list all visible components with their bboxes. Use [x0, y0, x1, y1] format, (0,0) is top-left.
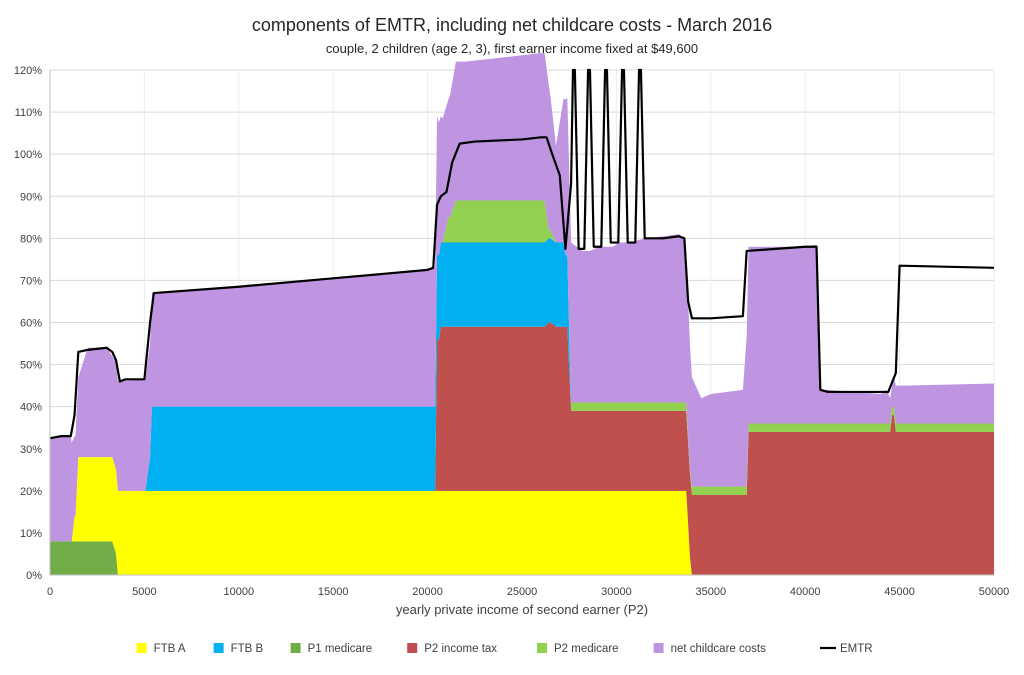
x-tick-label: 30000 — [601, 586, 632, 598]
legend-item-ftb-b: FTB B — [213, 643, 264, 655]
x-axis-label: yearly private income of second earner (… — [396, 602, 648, 617]
area-ftb-a — [50, 457, 994, 575]
y-tick-label: 90% — [20, 191, 42, 203]
y-tick-label: 30% — [20, 444, 42, 456]
legend-swatch — [653, 643, 664, 653]
x-tick-label: 15000 — [318, 586, 349, 598]
legend-swatch — [407, 643, 418, 653]
legend-item-p2-income-tax: P2 income tax — [407, 643, 497, 655]
area-p2-income-tax — [50, 322, 994, 575]
legend-label: EMTR — [840, 643, 873, 655]
chart-title: components of EMTR, including net childc… — [252, 15, 772, 35]
legend-label: P2 medicare — [554, 643, 619, 655]
x-tick-label: 10000 — [224, 586, 255, 598]
legend-item-net-childcare-costs: net childcare costs — [653, 643, 766, 655]
legend-label: P2 income tax — [424, 643, 497, 655]
legend: FTB A FTB B P1 medicare P2 income tax P2 med… — [136, 643, 873, 655]
x-tick-label: 20000 — [412, 586, 443, 598]
legend-swatch — [213, 643, 224, 653]
y-tick-label: 20% — [20, 486, 42, 498]
legend-label: net childcare costs — [671, 643, 766, 655]
y-tick-label: 50% — [20, 360, 42, 372]
x-tick-label: 25000 — [507, 586, 538, 598]
legend-swatch — [290, 643, 301, 653]
chart-subtitle: couple, 2 children (age 2, 3), first ear… — [326, 41, 698, 56]
legend-label: FTB B — [231, 643, 264, 655]
y-tick-label: 100% — [14, 149, 42, 161]
x-tick-label: 0 — [47, 586, 53, 598]
stacked-areas — [50, 53, 994, 575]
emtr-line — [49, 68, 995, 440]
legend-item-p2-medicare: P2 medicare — [537, 643, 619, 655]
y-tick-label: 40% — [20, 402, 42, 414]
y-tick-label: 0% — [26, 570, 42, 582]
legend-item-p1-medicare: P1 medicare — [290, 643, 373, 655]
emtr-line-layer — [49, 68, 995, 440]
x-tick-label: 5000 — [132, 586, 156, 598]
legend-swatch — [136, 643, 147, 653]
x-tick-label: 50000 — [979, 586, 1010, 598]
x-tick-label: 45000 — [884, 586, 915, 598]
y-tick-label: 120% — [14, 65, 42, 77]
area-net-childcare-costs — [50, 53, 994, 542]
y-tick-label: 70% — [20, 275, 42, 287]
y-tick-label: 60% — [20, 318, 42, 330]
y-tick-label: 80% — [20, 233, 42, 245]
legend-label: P1 medicare — [308, 643, 373, 655]
x-tick-label: 35000 — [696, 586, 727, 598]
legend-item-ftb-a: FTB A — [136, 643, 186, 655]
y-tick-label: 110% — [15, 107, 43, 119]
legend-label: FTB A — [154, 643, 186, 655]
legend-swatch — [537, 643, 547, 653]
x-tick-label: 40000 — [790, 586, 821, 598]
area-ftb-b — [50, 238, 994, 542]
y-tick-label: 10% — [20, 528, 42, 540]
legend-item-emtr: EMTR — [820, 643, 873, 655]
axes: 0% 10% 20% 30% 40% 50% 60% 70% 80% 90% 100% 110% 120… — [14, 65, 1009, 598]
